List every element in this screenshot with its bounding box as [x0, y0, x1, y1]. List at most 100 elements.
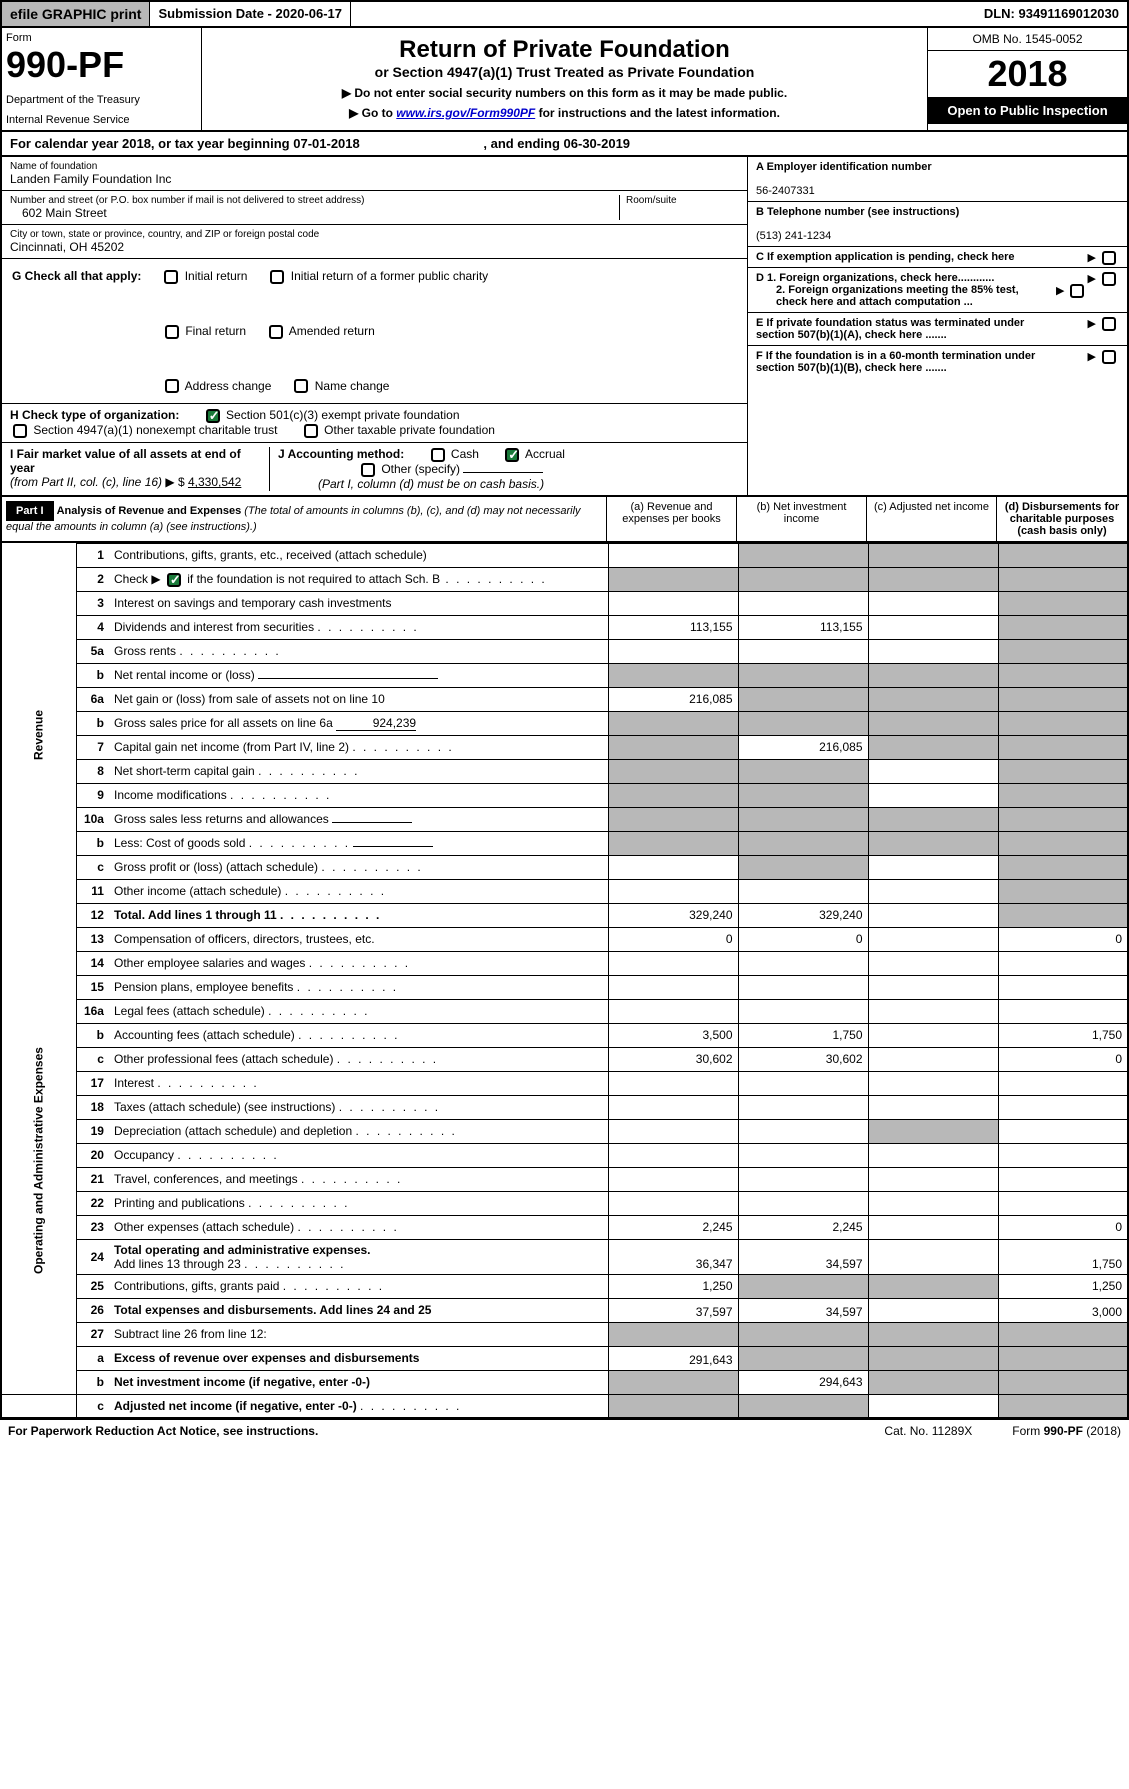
- row-2: Check ▶ if the foundation is not require…: [109, 567, 608, 591]
- room-label: Room/suite: [626, 195, 739, 206]
- footer-notice: For Paperwork Reduction Act Notice, see …: [8, 1424, 318, 1438]
- chk-d2[interactable]: [1070, 284, 1084, 298]
- tax-year: 2018: [928, 51, 1127, 97]
- irs-link[interactable]: www.irs.gov/Form990PF: [396, 106, 535, 120]
- form-header: Form 990-PF Department of the Treasury I…: [0, 28, 1129, 132]
- row-5b: Net rental income or (loss): [109, 663, 608, 687]
- foundation-name: Landen Family Foundation Inc: [10, 172, 739, 186]
- chk-c[interactable]: [1102, 251, 1116, 265]
- row-3: Interest on savings and temporary cash i…: [109, 591, 608, 615]
- part1-label: Part I: [6, 501, 54, 521]
- street-address: 602 Main Street: [10, 206, 619, 220]
- chk-other-method[interactable]: Other (specify): [358, 462, 543, 476]
- dln: DLN: 93491169012030: [976, 2, 1127, 26]
- row-12: Total. Add lines 1 through 11: [109, 903, 608, 927]
- row-6b: Gross sales price for all assets on line…: [109, 711, 608, 735]
- city-label: City or town, state or province, country…: [10, 229, 739, 240]
- row-11: Other income (attach schedule): [109, 879, 608, 903]
- f-label: F If the foundation is in a 60-month ter…: [756, 350, 1056, 374]
- row-23: Other expenses (attach schedule): [109, 1215, 608, 1239]
- row-27b: Net investment income (if negative, ente…: [109, 1370, 608, 1394]
- chk-initial[interactable]: Initial return: [161, 269, 247, 284]
- chk-f[interactable]: [1102, 350, 1116, 364]
- row-6a: Net gain or (loss) from sale of assets n…: [109, 687, 608, 711]
- revenue-expense-table: Revenue 1Contributions, gifts, grants, e…: [0, 543, 1129, 1420]
- footer-cat: Cat. No. 11289X: [884, 1424, 972, 1438]
- open-public: Open to Public Inspection: [928, 97, 1127, 124]
- row-13: Compensation of officers, directors, tru…: [109, 927, 608, 951]
- note-link: ▶ Go to www.irs.gov/Form990PF for instru…: [210, 106, 919, 120]
- chk-e[interactable]: [1102, 317, 1116, 331]
- submission-date: Submission Date - 2020-06-17: [150, 2, 351, 26]
- footer: For Paperwork Reduction Act Notice, see …: [0, 1419, 1129, 1442]
- row-16b: Accounting fees (attach schedule): [109, 1023, 608, 1047]
- h-label: H Check type of organization:: [10, 408, 179, 422]
- row-9: Income modifications: [109, 783, 608, 807]
- info-grid: Name of foundation Landen Family Foundat…: [0, 157, 1129, 497]
- chk-amended[interactable]: Amended return: [266, 324, 375, 339]
- j-label: J Accounting method:: [278, 447, 404, 461]
- form-number: 990-PF: [6, 44, 197, 86]
- chk-name-change[interactable]: Name change: [291, 379, 389, 394]
- form-subtitle: or Section 4947(a)(1) Trust Treated as P…: [210, 64, 919, 80]
- chk-d1[interactable]: [1102, 272, 1116, 286]
- col-c-header: (c) Adjusted net income: [867, 497, 997, 541]
- row-27c: Adjusted net income (if negative, enter …: [109, 1394, 608, 1418]
- row-18: Taxes (attach schedule) (see instruction…: [109, 1095, 608, 1119]
- row-4: Dividends and interest from securities: [109, 615, 608, 639]
- chk-addr-change[interactable]: Address change: [162, 379, 271, 394]
- chk-final[interactable]: Final return: [162, 324, 246, 339]
- b-label: B Telephone number (see instructions): [756, 206, 959, 218]
- row-16a: Legal fees (attach schedule): [109, 999, 608, 1023]
- top-bar: efile GRAPHIC print Submission Date - 20…: [0, 0, 1129, 28]
- row-25: Contributions, gifts, grants paid: [109, 1274, 608, 1298]
- footer-form: Form 990-PF (2018): [1012, 1424, 1121, 1438]
- d1-label: D 1. Foreign organizations, check here..…: [756, 272, 994, 284]
- dept-treasury: Department of the Treasury: [6, 94, 197, 106]
- chk-4947[interactable]: Section 4947(a)(1) nonexempt charitable …: [10, 423, 277, 437]
- row-7: Capital gain net income (from Part IV, l…: [109, 735, 608, 759]
- ein-value: 56-2407331: [756, 185, 815, 197]
- form-label: Form: [6, 32, 197, 44]
- i-label: I Fair market value of all assets at end…: [10, 447, 241, 475]
- form-title: Return of Private Foundation: [210, 36, 919, 64]
- chk-cash[interactable]: Cash: [428, 447, 479, 461]
- expenses-side-label: Operating and Administrative Expenses: [1, 927, 77, 1394]
- chk-501c3[interactable]: Section 501(c)(3) exempt private foundat…: [203, 408, 460, 422]
- a-label: A Employer identification number: [756, 161, 932, 173]
- row-19: Depreciation (attach schedule) and deple…: [109, 1119, 608, 1143]
- fmv-value: 4,330,542: [188, 475, 241, 489]
- row-24: Total operating and administrative expen…: [109, 1239, 608, 1274]
- chk-accrual[interactable]: Accrual: [502, 447, 565, 461]
- c-label: C If exemption application is pending, c…: [756, 251, 1015, 263]
- omb-number: OMB No. 1545-0052: [928, 28, 1127, 51]
- col-d-header: (d) Disbursements for charitable purpose…: [997, 497, 1127, 541]
- row-8: Net short-term capital gain: [109, 759, 608, 783]
- irs-label: Internal Revenue Service: [6, 114, 197, 126]
- row-27: Subtract line 26 from line 12:: [109, 1322, 608, 1346]
- chk-sch-b[interactable]: [167, 573, 181, 587]
- row-26: Total expenses and disbursements. Add li…: [109, 1298, 608, 1322]
- row-27a: Excess of revenue over expenses and disb…: [109, 1346, 608, 1370]
- g-label: G Check all that apply:: [12, 269, 141, 284]
- part1-title: Analysis of Revenue and Expenses: [57, 505, 242, 517]
- row-21: Travel, conferences, and meetings: [109, 1167, 608, 1191]
- efile-button[interactable]: efile GRAPHIC print: [2, 2, 150, 26]
- part1-header: Part I Analysis of Revenue and Expenses …: [0, 497, 1129, 543]
- city-state-zip: Cincinnati, OH 45202: [10, 240, 739, 254]
- calendar-year-row: For calendar year 2018, or tax year begi…: [0, 132, 1129, 157]
- addr-label: Number and street (or P.O. box number if…: [10, 195, 619, 206]
- chk-other-tax[interactable]: Other taxable private foundation: [301, 423, 495, 437]
- row-22: Printing and publications: [109, 1191, 608, 1215]
- row-10a: Gross sales less returns and allowances: [109, 807, 608, 831]
- row-1: Contributions, gifts, grants, etc., rece…: [109, 543, 608, 567]
- revenue-side-label: Revenue: [1, 543, 77, 927]
- row-5a: Gross rents: [109, 639, 608, 663]
- i-mid: (from Part II, col. (c), line 16): [10, 475, 162, 489]
- row-17: Interest: [109, 1071, 608, 1095]
- row-20: Occupancy: [109, 1143, 608, 1167]
- j-note: (Part I, column (d) must be on cash basi…: [318, 477, 544, 491]
- col-a-header: (a) Revenue and expenses per books: [607, 497, 737, 541]
- note-ssn: ▶ Do not enter social security numbers o…: [210, 86, 919, 100]
- chk-initial-former[interactable]: Initial return of a former public charit…: [267, 269, 488, 284]
